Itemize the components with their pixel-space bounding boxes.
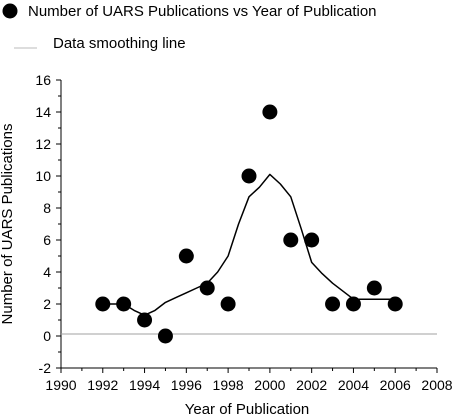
- data-point: [157, 328, 173, 344]
- smoothing-line: [102, 173, 396, 316]
- data-point: [178, 248, 194, 264]
- data-point: [387, 296, 403, 312]
- data-point: [345, 296, 361, 312]
- x-tick-label: 2002: [296, 377, 327, 393]
- y-axis-ticks: -2 0 2 4 6 8 10 12 14 16: [35, 72, 61, 376]
- y-tick-label: -2: [39, 360, 52, 376]
- data-point: [220, 296, 236, 312]
- y-axis-title: Number of UARS Publications: [0, 124, 16, 325]
- y-tick-label: 14: [35, 104, 51, 120]
- data-point: [95, 296, 111, 312]
- y-tick-label: 4: [43, 264, 51, 280]
- x-axis-title: Year of Publication: [185, 401, 310, 418]
- x-tick-label: 2004: [338, 377, 369, 393]
- y-tick-label: 8: [43, 200, 51, 216]
- x-tick-label: 2000: [254, 377, 285, 393]
- data-point: [241, 168, 257, 184]
- data-point: [116, 296, 132, 312]
- x-tick-label: 1998: [213, 377, 244, 393]
- data-point: [199, 280, 215, 296]
- data-point: [262, 104, 278, 120]
- data-point: [304, 232, 320, 248]
- legend: Number of UARS Publications vs Year of P…: [2, 3, 377, 52]
- y-tick-label: 16: [35, 72, 51, 88]
- legend-label-publications: Number of UARS Publications vs Year of P…: [28, 3, 377, 20]
- legend-label-smoothing: Data smoothing line: [53, 35, 186, 52]
- legend-marker-publications: [2, 3, 18, 19]
- y-tick-label: 12: [35, 136, 51, 152]
- x-tick-label: 1996: [171, 377, 202, 393]
- y-tick-label: 0: [43, 328, 51, 344]
- x-axis-ticks: 1990 1992 1994 1996 1998 2000 2002 2004 2006 2008: [45, 368, 453, 393]
- data-point: [283, 232, 299, 248]
- data-point: [325, 296, 341, 312]
- x-tick-label: 2006: [380, 377, 411, 393]
- x-tick-label: 2008: [421, 377, 452, 393]
- data-point: [366, 280, 382, 296]
- plot-area: [95, 104, 403, 344]
- x-tick-label: 1990: [45, 377, 76, 393]
- x-tick-label: 1994: [129, 377, 160, 393]
- data-point: [137, 312, 153, 328]
- y-tick-label: 6: [43, 232, 51, 248]
- y-tick-label: 10: [35, 168, 51, 184]
- x-tick-label: 1992: [87, 377, 118, 393]
- y-tick-label: 2: [43, 296, 51, 312]
